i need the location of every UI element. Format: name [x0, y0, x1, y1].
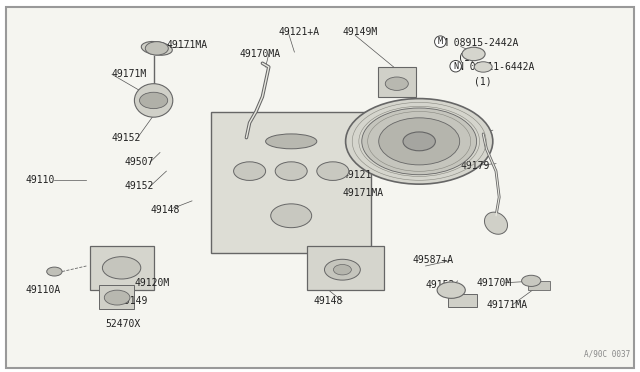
Bar: [378, 67, 416, 97]
Bar: [307, 246, 384, 290]
Text: 49152: 49152: [326, 269, 356, 278]
Bar: [211, 112, 371, 253]
Text: N 08911-6442A: N 08911-6442A: [458, 62, 534, 72]
Text: 49152: 49152: [112, 133, 141, 142]
Text: M: M: [438, 37, 443, 46]
Circle shape: [346, 99, 493, 184]
Text: 49120M: 49120M: [134, 278, 170, 288]
Circle shape: [522, 275, 541, 286]
Ellipse shape: [141, 41, 172, 55]
Ellipse shape: [134, 84, 173, 117]
Bar: [448, 294, 477, 307]
Circle shape: [140, 92, 168, 109]
Bar: [99, 285, 134, 309]
Text: 49171MA: 49171MA: [166, 40, 207, 49]
Circle shape: [104, 290, 130, 305]
Bar: [90, 246, 154, 290]
Circle shape: [317, 162, 349, 180]
Text: 49111: 49111: [445, 133, 474, 142]
Text: 49179: 49179: [461, 161, 490, 170]
Circle shape: [474, 62, 492, 72]
Circle shape: [437, 282, 465, 298]
FancyBboxPatch shape: [6, 7, 634, 368]
Text: 49148: 49148: [314, 296, 343, 306]
Circle shape: [234, 162, 266, 180]
Circle shape: [403, 132, 435, 151]
Circle shape: [362, 108, 477, 175]
Text: 49149: 49149: [118, 296, 148, 306]
Circle shape: [379, 118, 460, 165]
Text: 49110A: 49110A: [26, 285, 61, 295]
Circle shape: [271, 204, 312, 228]
Text: (1): (1): [474, 77, 492, 87]
Text: 49171MA: 49171MA: [342, 189, 383, 198]
Circle shape: [102, 257, 141, 279]
Text: 49170MA: 49170MA: [240, 49, 281, 59]
Circle shape: [333, 264, 351, 275]
Text: 49171MA: 49171MA: [486, 300, 527, 310]
Circle shape: [324, 259, 360, 280]
Text: 52470X: 52470X: [106, 319, 141, 328]
Text: 49507: 49507: [125, 157, 154, 167]
Text: 49110: 49110: [26, 176, 55, 185]
Text: (1): (1): [458, 53, 476, 62]
Text: 49149M: 49149M: [342, 27, 378, 36]
Text: 49148: 49148: [150, 205, 180, 215]
Text: 49587+A: 49587+A: [413, 256, 454, 265]
Ellipse shape: [484, 212, 508, 234]
Text: M 08915-2442A: M 08915-2442A: [442, 38, 518, 48]
Text: 49121+A: 49121+A: [278, 27, 319, 36]
Circle shape: [385, 77, 408, 90]
Bar: [528, 281, 550, 290]
Ellipse shape: [266, 134, 317, 149]
Text: A/90C 0037: A/90C 0037: [584, 350, 630, 359]
Text: 49170M: 49170M: [477, 278, 512, 288]
Circle shape: [275, 162, 307, 180]
Text: N: N: [453, 62, 458, 71]
Text: 49152: 49152: [125, 181, 154, 191]
Text: 49152: 49152: [426, 280, 455, 289]
Circle shape: [145, 42, 168, 55]
Circle shape: [47, 267, 62, 276]
Text: 49171M: 49171M: [112, 70, 147, 79]
Circle shape: [462, 47, 485, 61]
Text: 49121: 49121: [342, 170, 372, 180]
